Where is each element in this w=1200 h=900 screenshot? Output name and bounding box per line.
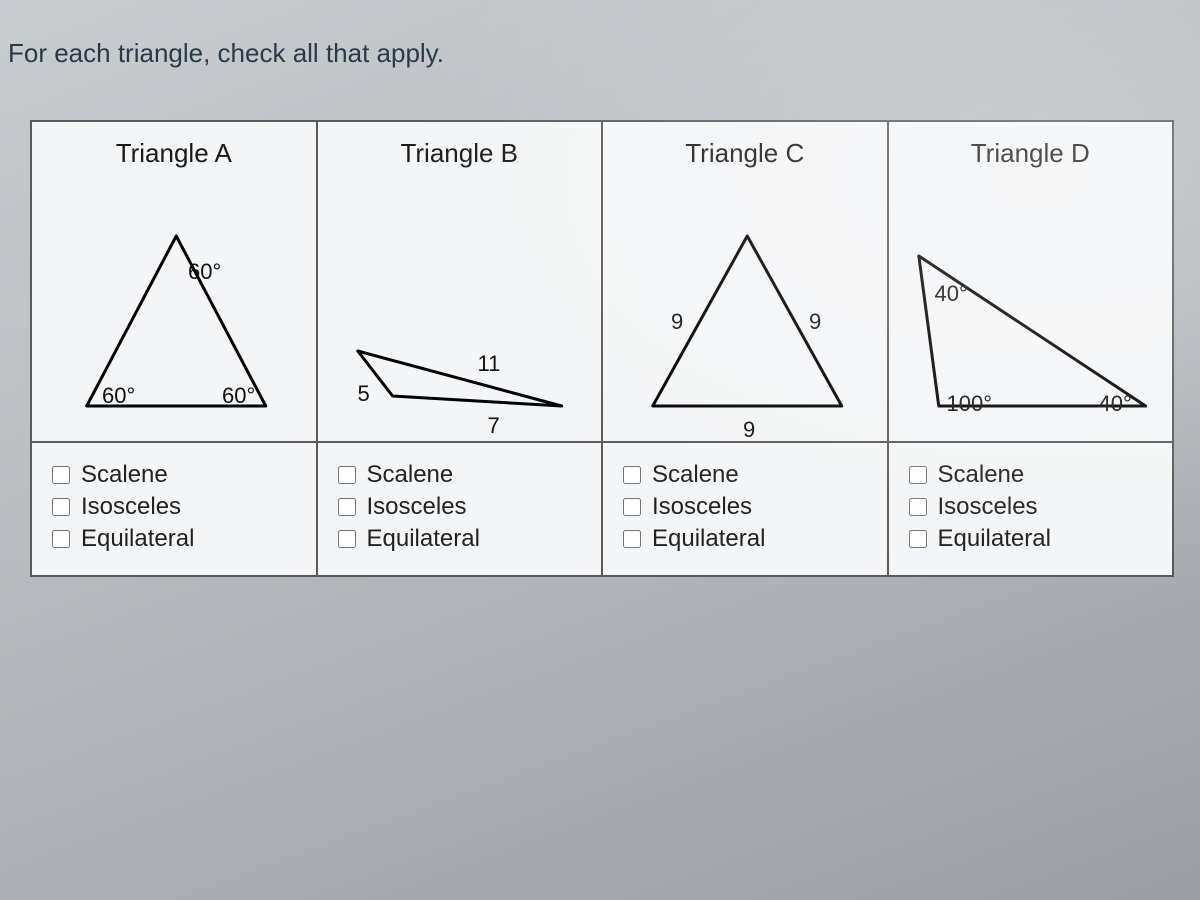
column-triangle-c: Triangle C999ScaleneIsoscelesEquilateral	[603, 122, 889, 575]
option-label: Equilateral	[652, 525, 765, 553]
option-label: Scalene	[938, 461, 1025, 489]
option-checkbox-isosceles[interactable]	[338, 498, 356, 516]
option-row-isosceles[interactable]: Isosceles	[619, 493, 871, 521]
option-row-scalene[interactable]: Scalene	[619, 461, 871, 489]
option-checkbox-equilateral[interactable]	[52, 530, 70, 548]
triangle-panel: Triangle A 60° 60° 60° Scalene Isosceles Equil…	[30, 120, 1174, 577]
option-label: Equilateral	[938, 525, 1051, 553]
angle-label: 40°	[1099, 391, 1132, 417]
option-checkbox-equilateral[interactable]	[623, 530, 641, 548]
side-label: 9	[743, 417, 755, 443]
angle-label: 60°	[222, 383, 255, 409]
option-label: Isosceles	[367, 493, 467, 521]
column-title: Triangle C	[603, 122, 887, 181]
option-checkbox-isosceles[interactable]	[623, 498, 641, 516]
option-checkbox-isosceles[interactable]	[52, 498, 70, 516]
option-row-scalene[interactable]: Scalene	[334, 461, 586, 489]
option-row-scalene[interactable]: Scalene	[905, 461, 1157, 489]
options-list: Scalene Isosceles Equilateral	[32, 443, 316, 575]
column-title: Triangle B	[318, 122, 602, 181]
option-row-equilateral[interactable]: Equilateral	[905, 525, 1157, 553]
triangle-figure: 9 9 9	[603, 181, 887, 443]
column-triangle-d: Triangle D 40° 40° 100° Scalene Isosceles Equi…	[889, 122, 1173, 575]
triangle-figure: 5 11 7	[318, 181, 602, 443]
column-title: Triangle A	[32, 122, 316, 181]
option-row-equilateral[interactable]: Equilateral	[619, 525, 871, 553]
option-label: Isosceles	[81, 493, 181, 521]
option-label: Isosceles	[652, 493, 752, 521]
side-label: 5	[358, 381, 370, 407]
side-label: 7	[488, 413, 500, 439]
option-label: Equilateral	[367, 525, 480, 553]
options-list: Scalene Isosceles Equilateral	[889, 443, 1173, 575]
option-label: Isosceles	[938, 493, 1038, 521]
options-list: Scalene Isosceles Equilateral	[318, 443, 602, 575]
angle-label: 40°	[935, 281, 968, 307]
option-label: Scalene	[367, 461, 454, 489]
side-label: 11	[478, 351, 501, 377]
triangle-shape	[357, 351, 561, 406]
option-row-isosceles[interactable]: Isosceles	[334, 493, 586, 521]
column-title: Triangle D	[889, 122, 1173, 181]
angle-label: 60°	[188, 259, 221, 285]
option-row-scalene[interactable]: Scalene	[48, 461, 300, 489]
option-checkbox-scalene[interactable]	[909, 466, 927, 484]
option-checkbox-isosceles[interactable]	[909, 498, 927, 516]
triangle-shape	[918, 256, 1145, 406]
angle-label: 60°	[102, 383, 135, 409]
option-label: Scalene	[81, 461, 168, 489]
option-checkbox-scalene[interactable]	[338, 466, 356, 484]
option-checkbox-equilateral[interactable]	[338, 530, 356, 548]
option-row-isosceles[interactable]: Isosceles	[48, 493, 300, 521]
column-triangle-a: Triangle A 60° 60° 60° Scalene Isosceles Equil…	[32, 122, 318, 575]
options-list: Scalene Isosceles Equilateral	[603, 443, 887, 575]
option-row-equilateral[interactable]: Equilateral	[334, 525, 586, 553]
triangle-figure: 60° 60° 60°	[32, 181, 316, 443]
angle-label: 100°	[947, 391, 993, 417]
instruction-text: For each triangle, check all that apply.	[8, 38, 444, 69]
triangle-shape	[87, 236, 266, 406]
option-label: Scalene	[652, 461, 739, 489]
side-label: 9	[671, 309, 683, 335]
option-checkbox-equilateral[interactable]	[909, 530, 927, 548]
option-checkbox-scalene[interactable]	[623, 466, 641, 484]
option-row-isosceles[interactable]: Isosceles	[905, 493, 1157, 521]
triangle-figure: 40° 40° 100°	[889, 181, 1173, 443]
option-row-equilateral[interactable]: Equilateral	[48, 525, 300, 553]
option-checkbox-scalene[interactable]	[52, 466, 70, 484]
column-triangle-b: Triangle B 5 11 7 Scalene Isosceles Equilatera…	[318, 122, 604, 575]
side-label: 9	[809, 309, 821, 335]
option-label: Equilateral	[81, 525, 194, 553]
